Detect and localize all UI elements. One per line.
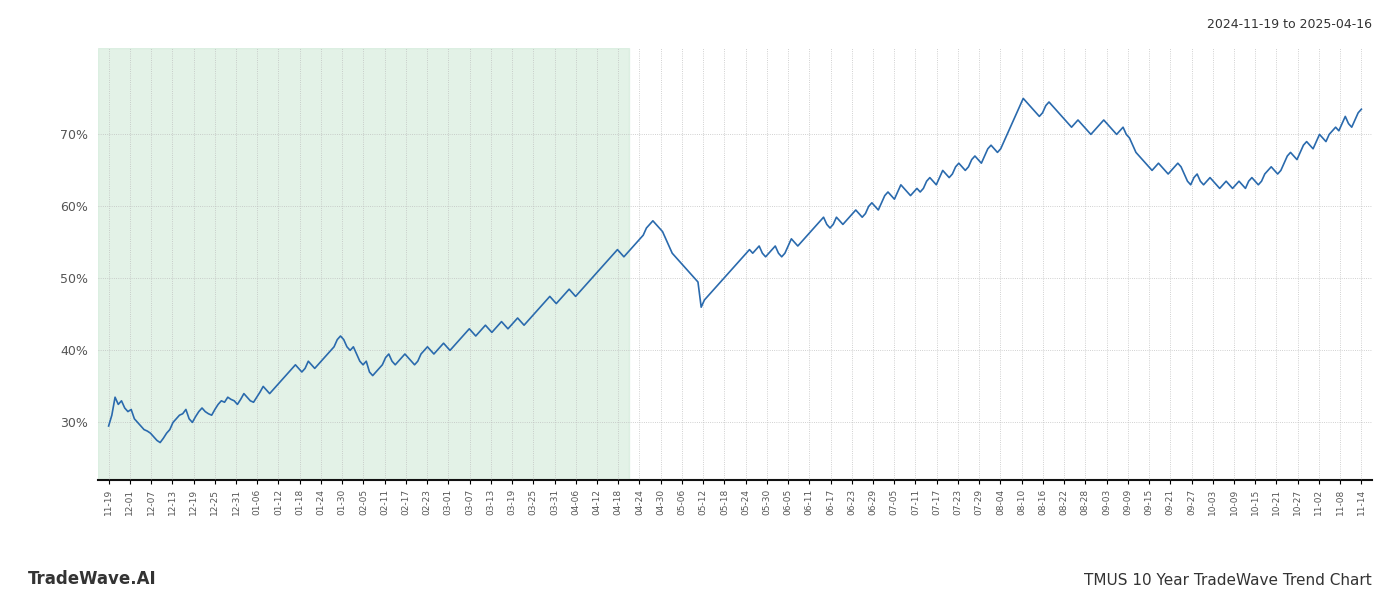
- Text: 2024-11-19 to 2025-04-16: 2024-11-19 to 2025-04-16: [1207, 18, 1372, 31]
- Text: TMUS 10 Year TradeWave Trend Chart: TMUS 10 Year TradeWave Trend Chart: [1084, 573, 1372, 588]
- Text: TradeWave.AI: TradeWave.AI: [28, 570, 157, 588]
- Bar: [98, 48, 629, 480]
